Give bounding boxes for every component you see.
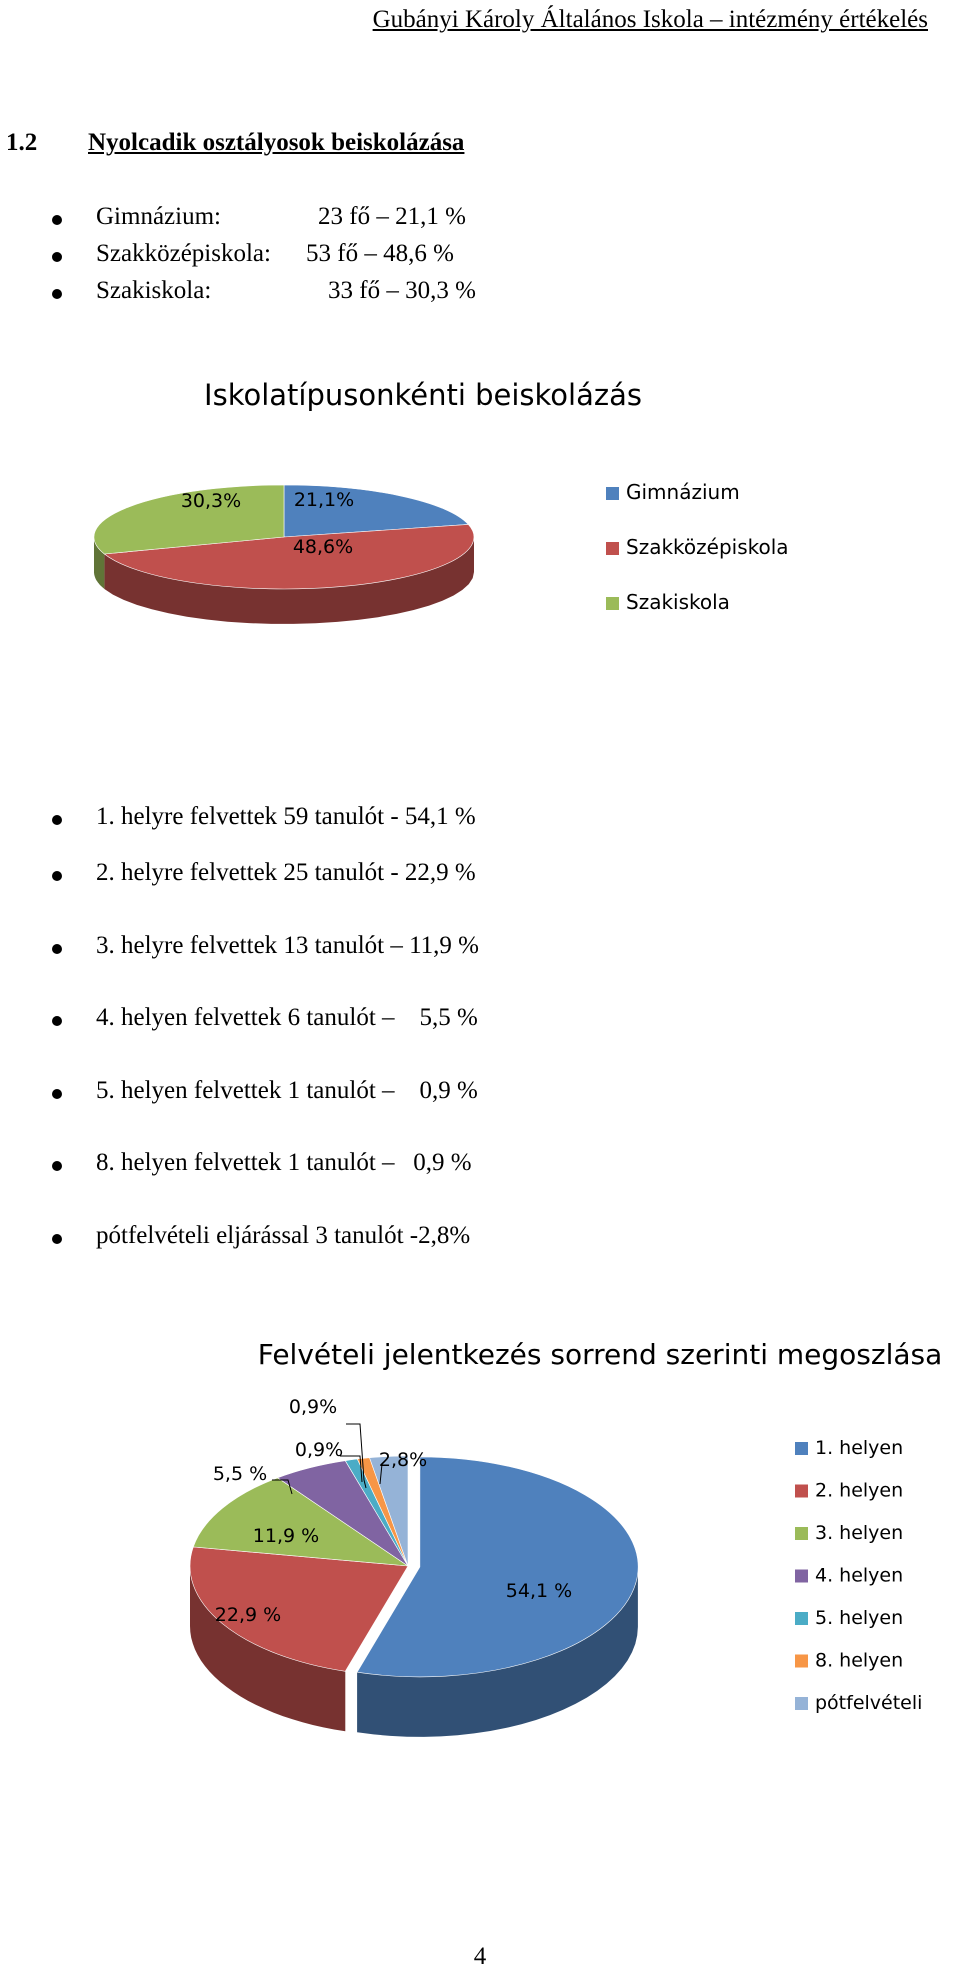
legend-swatch xyxy=(606,542,619,555)
legend-label: 5. helyen xyxy=(815,1607,903,1629)
legend-label: pótfelvételi xyxy=(815,1692,922,1714)
pie-slice-szakiskola xyxy=(93,484,285,555)
leader-line xyxy=(272,1479,293,1495)
school-type-name: Szakközépiskola: xyxy=(96,240,271,267)
admission-order-pie-chart: Felvételi jelentkezés sorrend szerinti m… xyxy=(189,1338,943,1737)
bullet-icon xyxy=(52,1016,62,1026)
bullet-icon xyxy=(52,289,62,299)
data-label: 5,5 % xyxy=(213,1463,267,1485)
page-number: 4 xyxy=(473,1943,487,1970)
bullet-icon xyxy=(52,1234,62,1244)
data-label: 11,9 % xyxy=(253,1525,319,1547)
legend-label: 4. helyen xyxy=(815,1565,903,1587)
data-label: 22,9 % xyxy=(215,1604,281,1626)
section-title: Nyolcadik osztályosok beiskolázása xyxy=(88,129,465,156)
bullet-icon xyxy=(52,815,62,825)
section-number: 1.2 xyxy=(6,129,38,156)
pie-slice-1-helyen xyxy=(356,1456,639,1678)
data-label: 54,1 % xyxy=(506,1580,572,1602)
pie-slice-szakk-z-piskola xyxy=(103,524,475,590)
pie-slice-side-szakk-z-piskola xyxy=(104,537,475,624)
list-item-text: 1. helyre felvettek 59 tanulót - 54,1 % xyxy=(96,803,476,830)
data-label: 0,9% xyxy=(289,1396,337,1418)
school-type-value: 33 fő – 30,3 % xyxy=(328,277,476,304)
legend-swatch xyxy=(795,1654,808,1668)
data-label: 2,8% xyxy=(379,1449,427,1471)
list-item-text: 5. helyen felvettek 1 tanulót – 0,9 % xyxy=(96,1077,478,1104)
school-type-name: Gimnázium: xyxy=(96,203,221,230)
bullet-icon xyxy=(52,1161,62,1171)
leader-line xyxy=(346,1423,367,1489)
data-label: 21,1% xyxy=(294,489,354,511)
legend-label: 8. helyen xyxy=(815,1650,903,1672)
list-item-text: 8. helyen felvettek 1 tanulót – 0,9 % xyxy=(96,1149,472,1176)
legend-swatch xyxy=(606,487,619,500)
section-heading: 1.2 Nyolcadik osztályosok beiskolázása xyxy=(6,129,464,157)
legend-label: 3. helyen xyxy=(815,1522,903,1544)
bullet-icon xyxy=(52,252,62,262)
list-item-text: pótfelvételi eljárással 3 tanulót -2,8% xyxy=(96,1222,471,1249)
legend-swatch xyxy=(795,1569,808,1583)
legend-swatch xyxy=(795,1612,808,1625)
school-type-value: 23 fő – 21,1 % xyxy=(318,203,466,230)
list-item-text: 2. helyre felvettek 25 tanulót - 22,9 % xyxy=(96,859,476,886)
pie-slice-p-tfelv-teli xyxy=(369,1455,409,1567)
pie-slice-side-szakiskola xyxy=(94,537,105,589)
pie-slice-3-helyen xyxy=(192,1477,410,1567)
legend-swatch xyxy=(606,597,619,610)
legend-label: Gimnázium xyxy=(626,480,740,504)
legend-label: Szakközépiskola xyxy=(626,535,789,559)
pie-slice-2-helyen xyxy=(189,1546,409,1672)
pie-slice-gimn-zium xyxy=(283,484,469,538)
data-label: 48,6% xyxy=(293,536,353,558)
chart-title: Felvételi jelentkezés sorrend szerinti m… xyxy=(258,1338,943,1371)
data-label: 0,9% xyxy=(295,1439,343,1461)
list-item-text: 4. helyen felvettek 6 tanulót – 5,5 % xyxy=(96,1004,478,1031)
bullet-icon xyxy=(52,944,62,954)
school-type-value: 53 fő – 48,6 % xyxy=(306,240,454,267)
list-item-text: 3. helyre felvettek 13 tanulót – 11,9 % xyxy=(96,932,479,959)
data-label: 30,3% xyxy=(181,490,241,512)
pie-slice-side-2-helyen xyxy=(190,1566,346,1732)
leader-line xyxy=(340,1455,363,1483)
legend-swatch xyxy=(795,1527,808,1540)
legend-swatch xyxy=(795,1697,808,1710)
school-type-pie-chart: Iskolatípusonkénti beiskolázás 21,1% 48,6… xyxy=(93,378,789,624)
school-type-name: Szakiskola: xyxy=(96,277,212,304)
legend-swatch xyxy=(795,1484,808,1498)
legend-label: 2. helyen xyxy=(815,1480,903,1502)
bullet-icon xyxy=(52,1089,62,1099)
chart-title: Iskolatípusonkénti beiskolázás xyxy=(204,378,642,412)
leader-line xyxy=(379,1463,383,1485)
legend-label: 1. helyen xyxy=(815,1437,903,1459)
legend-label: Szakiskola xyxy=(626,590,730,614)
bullet-icon xyxy=(52,871,62,881)
bullet-icon xyxy=(52,215,62,225)
page-header: Gubányi Károly Általános Iskola – intézm… xyxy=(372,6,928,33)
legend-swatch xyxy=(795,1442,808,1455)
pie-slice-side-1-helyen xyxy=(357,1566,638,1737)
